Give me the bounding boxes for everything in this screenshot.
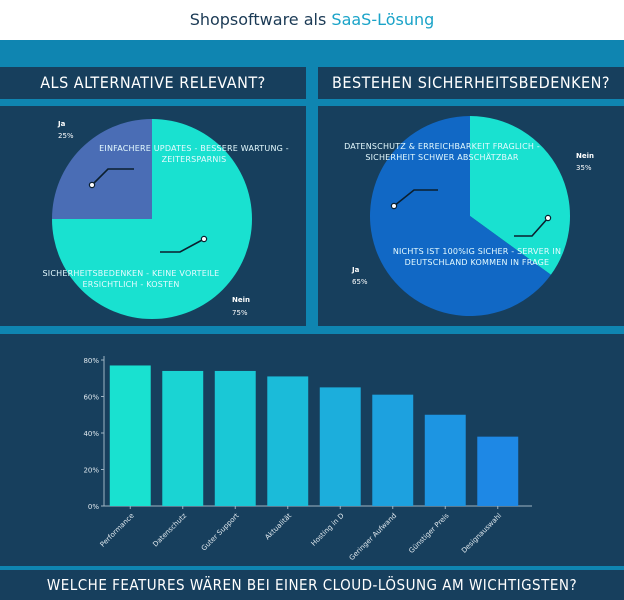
bar-geringer-aufwand bbox=[372, 394, 414, 506]
x-category-label: Hosting in D bbox=[310, 512, 346, 548]
y-tick-label: 40% bbox=[83, 430, 99, 438]
pie2-pointer-2-dot bbox=[544, 214, 552, 222]
bar-aktualit-t bbox=[267, 376, 309, 506]
pie2-label-nein: Nein bbox=[576, 152, 594, 160]
bar-performance bbox=[109, 365, 151, 506]
pie2-value-nein: 35% bbox=[576, 164, 592, 172]
bar-chart: 0% 20% 40% 60% 80% Performance Datenschutz Gute… bbox=[83, 356, 532, 562]
x-category-label: Geringer Aufwand bbox=[348, 512, 398, 562]
x-category-label: Guter Support bbox=[200, 512, 241, 553]
title-prefix: Shopsoftware als bbox=[189, 10, 332, 29]
pie1-slice-ja bbox=[52, 119, 152, 219]
pie1-value-ja: 25% bbox=[58, 132, 74, 140]
x-category-label: Günstiger Preis bbox=[407, 512, 451, 556]
bar-hosting-in-d bbox=[319, 387, 361, 506]
pie1-pointer-1 bbox=[91, 168, 134, 186]
bar-g-nstiger-preis bbox=[424, 414, 466, 506]
pie1-title: ALS ALTERNATIVE RELEVANT? bbox=[0, 67, 306, 99]
pie2-value-ja: 65% bbox=[352, 278, 368, 286]
bar-guter-support bbox=[214, 370, 256, 506]
pie1-label-ja: Ja bbox=[58, 120, 66, 128]
x-category-label: Performance bbox=[99, 512, 136, 549]
pie1-pointer-2-dot bbox=[200, 235, 208, 243]
pie1-pointer-2 bbox=[160, 238, 205, 253]
page-title: Shopsoftware als SaaS-Lösung bbox=[0, 0, 624, 40]
y-tick-label: 0% bbox=[88, 503, 99, 511]
pie2-chart bbox=[369, 116, 570, 316]
pie2-annotation-1: DATENSCHUTZ & ERREICHBARKEIT FRAGLICH - … bbox=[344, 142, 540, 162]
y-tick-label: 60% bbox=[83, 394, 99, 402]
pie2-slice-nein bbox=[470, 116, 570, 275]
pie2-pointer-2 bbox=[514, 217, 549, 237]
y-tick-label: 80% bbox=[83, 357, 99, 365]
pie2-pointer-1 bbox=[393, 189, 438, 207]
y-tick-label: 20% bbox=[83, 467, 99, 475]
pie1-value-nein: 75% bbox=[232, 309, 248, 317]
bar-title: WELCHE FEATURES WÄREN BEI EINER CLOUD-LÖ… bbox=[0, 570, 624, 600]
pie2-pointer-1-dot bbox=[390, 202, 398, 210]
pie2-label-ja: Ja bbox=[352, 266, 360, 274]
x-category-label: Designauswahl bbox=[460, 512, 503, 555]
pie1-chart bbox=[52, 119, 252, 319]
pie1-annotation-2: SICHERHEITSBEDENKEN - KEINE VORTEILE ERS… bbox=[42, 269, 220, 289]
title-accent: SaaS-Lösung bbox=[331, 10, 435, 29]
pie2-annotation-2: NICHTS IST 100%IG SICHER - SERVER IN DEU… bbox=[392, 247, 562, 267]
pie1-slice-nein bbox=[52, 119, 252, 319]
pie2-slice-ja bbox=[369, 116, 551, 316]
pie1-annotation-1: EINFACHERE UPDATES - BESSERE WARTUNG - Z… bbox=[99, 144, 289, 164]
bar-datenschutz bbox=[162, 370, 204, 506]
bar-designauswahl bbox=[477, 436, 519, 506]
pie1-label-nein: Nein bbox=[232, 296, 250, 304]
pie1-pointer-1-dot bbox=[88, 181, 96, 189]
x-category-label: Datenschutz bbox=[151, 512, 188, 549]
pie2-title: BESTEHEN SICHERHEITSBEDENKEN? bbox=[318, 67, 624, 99]
x-category-label: Aktualität bbox=[263, 512, 293, 542]
